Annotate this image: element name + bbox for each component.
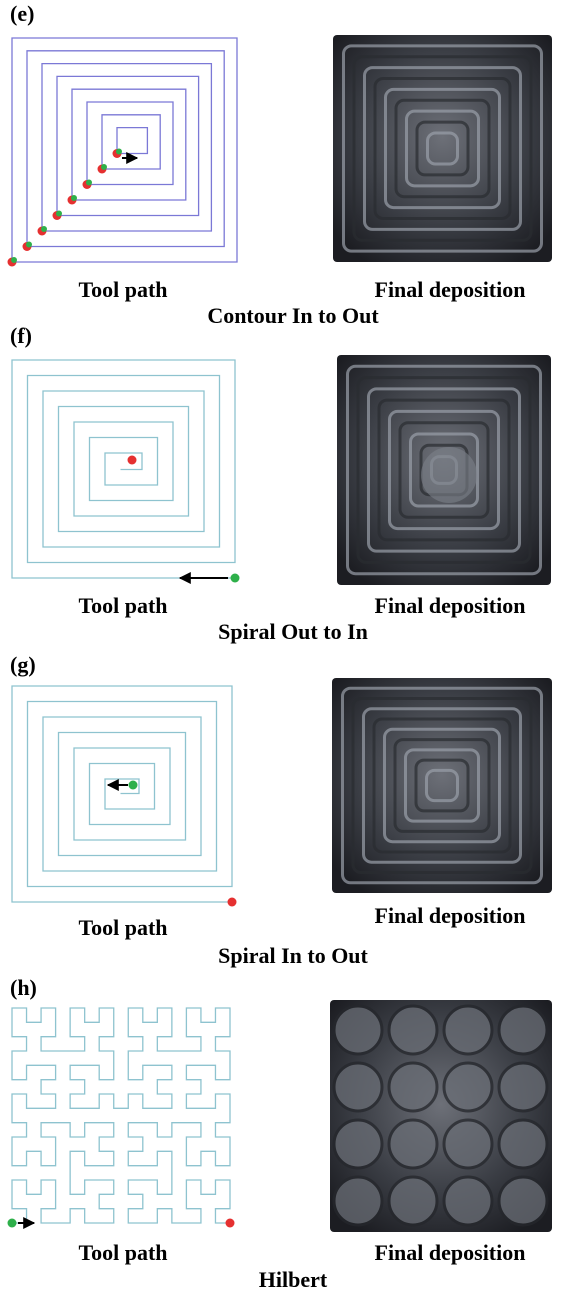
path-dot xyxy=(226,1219,235,1228)
tool-path xyxy=(102,115,160,169)
path-dot xyxy=(8,1219,17,1228)
weld-blob xyxy=(389,1063,437,1111)
weld-blob xyxy=(389,1177,437,1225)
weld-blob xyxy=(444,1177,492,1225)
weld-blob xyxy=(389,1120,437,1168)
weld-blob xyxy=(444,1006,492,1054)
caption: Final deposition xyxy=(375,277,526,302)
path-dot xyxy=(128,456,137,465)
caption: Tool path xyxy=(78,593,167,618)
panel-title: Spiral Out to In xyxy=(218,619,368,644)
figure: (e)Tool pathFinal depositionContour In t… xyxy=(0,0,572,1303)
tool-path xyxy=(117,128,147,154)
tool-path xyxy=(12,1008,230,1223)
path-dot xyxy=(86,180,92,186)
weld-blob xyxy=(334,1120,382,1168)
path-dot xyxy=(116,149,122,155)
weld-blob xyxy=(499,1006,547,1054)
tool-path xyxy=(12,360,235,578)
panel-label: (h) xyxy=(10,975,37,1000)
weld-blob xyxy=(499,1120,547,1168)
path-dot xyxy=(11,257,17,263)
page: (e)Tool pathFinal depositionContour In t… xyxy=(0,0,572,1303)
path-dot xyxy=(228,898,237,907)
panel-title: Hilbert xyxy=(259,1267,328,1292)
tool-path xyxy=(57,76,199,215)
path-dot xyxy=(71,195,77,201)
panel-title: Spiral In to Out xyxy=(218,943,368,968)
weld-blob xyxy=(334,1006,382,1054)
weld-blob xyxy=(444,1120,492,1168)
path-dot xyxy=(129,781,138,790)
tool-path xyxy=(12,686,232,902)
weld-blob xyxy=(499,1177,547,1225)
caption: Tool path xyxy=(78,915,167,940)
caption: Final deposition xyxy=(375,593,526,618)
caption: Final deposition xyxy=(375,903,526,928)
weld-blob xyxy=(499,1063,547,1111)
weld-blob xyxy=(334,1063,382,1111)
caption: Tool path xyxy=(78,277,167,302)
path-dot xyxy=(41,226,47,232)
path-dot xyxy=(101,164,107,170)
panel-label: (f) xyxy=(10,323,32,348)
path-dot xyxy=(56,211,62,217)
weld-blob xyxy=(334,1177,382,1225)
panel-label: (g) xyxy=(10,652,36,677)
panel-label: (e) xyxy=(10,1,34,26)
panel-title: Contour In to Out xyxy=(207,303,379,328)
path-dot xyxy=(26,242,32,248)
weld-blob xyxy=(444,1063,492,1111)
weld-blob xyxy=(389,1006,437,1054)
weld-bump xyxy=(421,447,477,503)
caption: Final deposition xyxy=(375,1240,526,1265)
caption: Tool path xyxy=(78,1240,167,1265)
path-dot xyxy=(231,574,240,583)
